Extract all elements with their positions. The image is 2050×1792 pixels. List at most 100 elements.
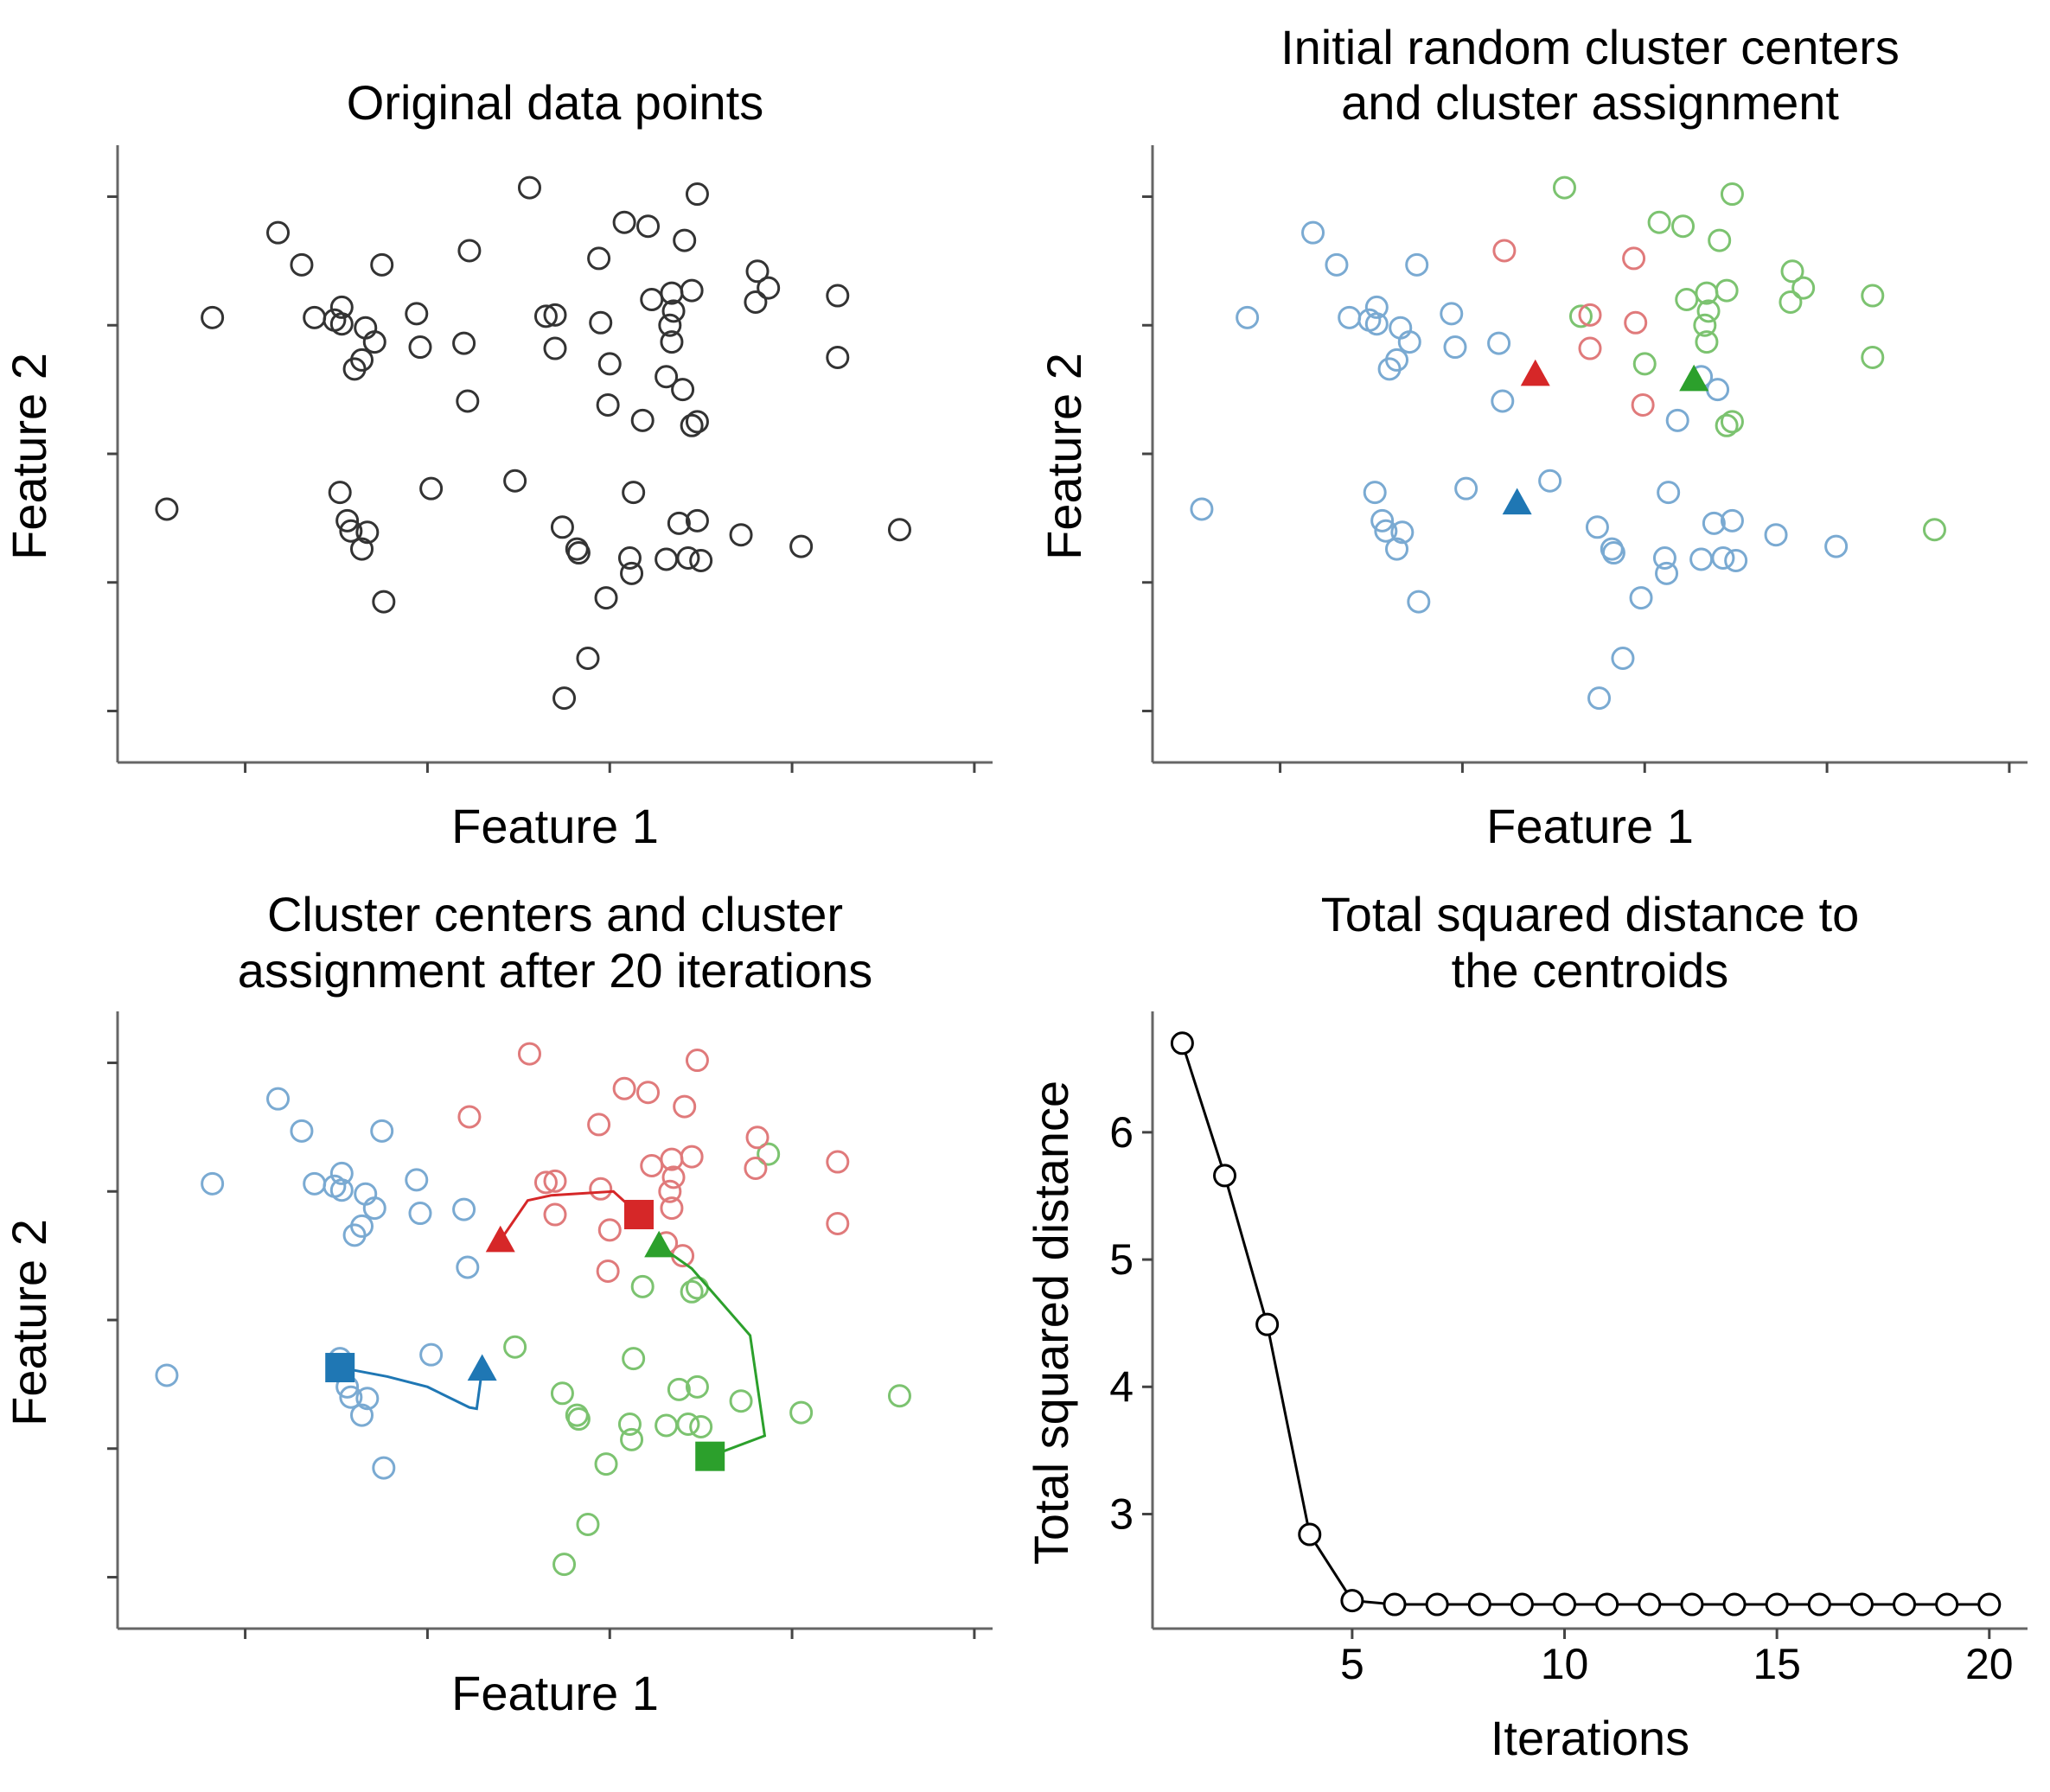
data-point <box>1370 508 1395 532</box>
distance-point <box>1255 1312 1280 1336</box>
data-point <box>1385 537 1409 561</box>
data-point <box>1552 175 1576 200</box>
panel4-title-line1: Total squared distance to <box>1321 887 1860 941</box>
data-point <box>1601 541 1625 565</box>
distance-point <box>1553 1592 1577 1617</box>
distance-point <box>1213 1164 1237 1188</box>
data-point <box>566 541 591 565</box>
distance-point <box>1849 1592 1874 1617</box>
panel2-plot-area <box>1142 145 2028 773</box>
data-point <box>201 305 225 329</box>
data-point <box>576 1513 600 1537</box>
distance-point <box>1170 1031 1194 1055</box>
panel2-title-line2: and cluster assignment <box>1341 75 1839 130</box>
data-point <box>596 1259 620 1283</box>
data-point <box>303 1171 327 1196</box>
data-point <box>155 1363 179 1387</box>
data-point <box>329 1178 354 1202</box>
data-point <box>612 210 636 234</box>
data-point <box>887 1384 911 1408</box>
data-point <box>342 1223 367 1247</box>
data-point <box>1338 305 1362 329</box>
data-point <box>456 1255 480 1279</box>
data-point <box>1624 310 1648 335</box>
data-point <box>640 1154 664 1177</box>
data-point <box>372 1456 396 1480</box>
data-point <box>1364 312 1389 336</box>
data-point <box>370 252 394 277</box>
data-point <box>676 545 700 570</box>
center-trajectory-line <box>658 1244 767 1458</box>
data-point <box>1696 299 1721 323</box>
data-point <box>1655 561 1679 585</box>
data-point <box>1779 290 1803 314</box>
data-point <box>1629 586 1653 610</box>
data-point <box>1715 413 1739 437</box>
data-point <box>303 305 327 329</box>
data-point <box>1443 335 1467 360</box>
data-point <box>335 508 360 532</box>
data-point <box>1568 304 1593 328</box>
data-point <box>685 1049 709 1073</box>
data-point <box>612 1076 636 1100</box>
data-point <box>667 511 691 535</box>
distance-point <box>1977 1592 2002 1617</box>
data-point <box>329 295 354 319</box>
data-point <box>1407 590 1431 614</box>
data-point <box>757 276 781 300</box>
data-point <box>533 304 558 328</box>
data-point <box>1764 523 1788 547</box>
data-point <box>1325 252 1349 277</box>
data-point <box>405 302 429 326</box>
panel4-xlabel: Iterations <box>1491 1711 1689 1765</box>
data-point <box>1585 515 1609 539</box>
panel1-title-line1: Original data points <box>347 75 764 130</box>
data-point <box>1922 518 1946 542</box>
data-point <box>680 278 704 303</box>
data-point <box>457 239 482 263</box>
data-point <box>1631 392 1655 417</box>
panel1-ylabel: Feature 2 <box>2 353 56 560</box>
data-point <box>597 1218 622 1242</box>
data-point <box>457 1105 482 1129</box>
data-point <box>744 1156 768 1180</box>
data-point <box>826 1211 850 1235</box>
data-point <box>1440 302 1464 326</box>
initial-center-marker <box>644 1230 674 1258</box>
data-point <box>1491 389 1515 413</box>
distance-point <box>1510 1592 1534 1617</box>
data-point <box>826 345 850 369</box>
data-point <box>503 1335 527 1359</box>
data-point <box>680 1145 704 1169</box>
data-point <box>640 288 664 311</box>
panel4-x-tick-label: 20 <box>1965 1640 2014 1688</box>
data-point <box>887 518 911 542</box>
data-point <box>339 519 363 543</box>
data-point <box>1671 214 1696 239</box>
data-point <box>372 590 396 614</box>
distance-point <box>1722 1592 1747 1617</box>
data-point <box>1861 284 1885 308</box>
data-point <box>350 1403 374 1427</box>
data-point <box>622 481 646 505</box>
data-point <box>1708 228 1732 252</box>
data-point <box>660 1196 684 1221</box>
data-point <box>1711 545 1735 570</box>
data-point <box>757 1142 781 1166</box>
data-point <box>671 378 695 402</box>
data-point <box>1364 295 1389 319</box>
distance-point <box>1383 1592 1407 1617</box>
data-point <box>1578 336 1602 360</box>
data-point <box>1720 508 1744 532</box>
data-point <box>685 182 709 207</box>
data-point <box>1611 647 1635 671</box>
data-point <box>452 1197 476 1221</box>
data-point <box>1538 469 1562 493</box>
distance-point <box>1893 1592 1917 1617</box>
data-point <box>685 1276 709 1300</box>
data-point <box>1236 305 1260 329</box>
data-point <box>328 481 352 505</box>
data-point <box>543 1169 567 1193</box>
initial-center-marker <box>467 1354 497 1381</box>
